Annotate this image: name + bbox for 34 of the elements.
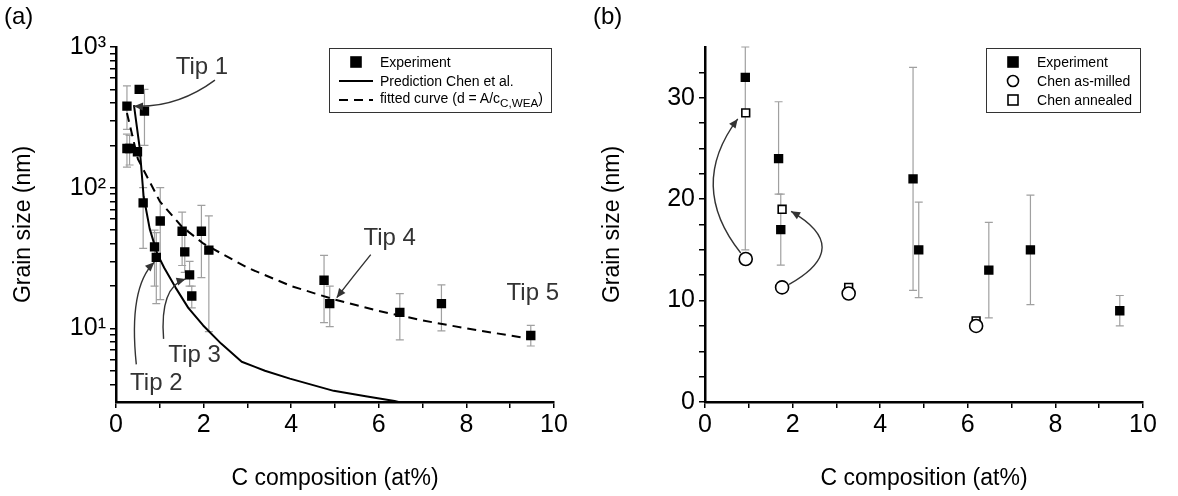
x-tick-label: 4 xyxy=(284,408,299,437)
y-tick-label: 0 xyxy=(681,385,695,414)
annotation: Tip 5 xyxy=(506,277,560,306)
annotation: Tip 4 xyxy=(363,222,416,251)
y-tick-label: 30 xyxy=(667,81,695,110)
y-tick-label: 10 xyxy=(667,284,695,313)
legend-label: fitted curve (d = A/c$_{C,WEA}$) xyxy=(379,90,543,109)
chart-title: (a) xyxy=(4,2,34,30)
x-tick-label: 8 xyxy=(1048,408,1063,437)
x-tick-label: 6 xyxy=(960,408,975,437)
legend-label: Experiment xyxy=(379,53,451,70)
y-axis-title: Grain size (nm) xyxy=(9,145,36,304)
legend-label: Prediction Chen et al. xyxy=(379,72,514,89)
y-tick-label: 10¹ xyxy=(69,312,106,341)
y-tick-label: 10² xyxy=(69,171,106,200)
x-tick-label: 10 xyxy=(540,408,568,437)
x-tick-label: 8 xyxy=(459,408,474,437)
x-tick-label: 6 xyxy=(371,408,386,437)
x-axis-title: C composition (at%) xyxy=(820,463,1028,490)
legend-label: Chen annealed xyxy=(1037,91,1132,108)
x-axis-title: C composition (at%) xyxy=(231,463,439,490)
legend-label: Chen as-milled xyxy=(1037,72,1131,89)
y-tick-label: 20 xyxy=(667,183,695,212)
x-tick-label: 10 xyxy=(1129,408,1157,437)
y-tick-label: 10³ xyxy=(69,30,106,59)
x-tick-label: 2 xyxy=(196,408,211,437)
annotation: Tip 2 xyxy=(130,368,183,397)
annotation: Tip 3 xyxy=(168,339,221,368)
chart-title: (b) xyxy=(593,2,623,30)
y-axis-title: Grain size (nm) xyxy=(598,145,625,304)
x-tick-label: 2 xyxy=(785,408,800,437)
x-tick-label: 4 xyxy=(873,408,888,437)
legend-label: Experiment xyxy=(1037,53,1108,70)
annotation: Tip 1 xyxy=(175,52,229,81)
